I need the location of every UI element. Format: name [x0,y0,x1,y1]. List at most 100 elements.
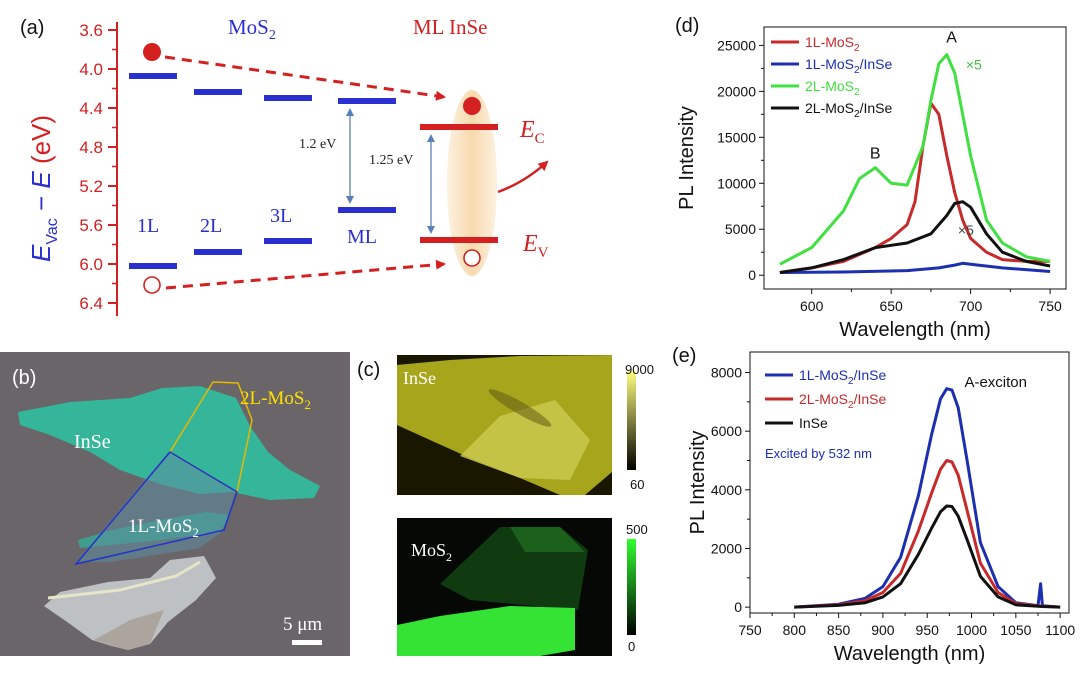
inse-map-dark-spot [488,389,552,427]
panel-b-label: (b) [12,367,36,389]
inse-map-label: InSe [403,368,436,388]
band-vb-3l [264,238,312,244]
band-cb-2l [194,89,242,95]
y-tick-label: 10000 [717,175,756,191]
a-tick-label: 3.6 [79,21,103,40]
hole-mos2 [143,276,161,294]
annotation-a-exciton: A-exciton [964,374,1027,391]
x-tick-label: 1000 [956,622,987,638]
plot-frame [749,351,1070,614]
band-cb-ml [338,98,396,104]
x-tick-label: 750 [1038,298,1062,314]
series-line-1l-mos2-inse [794,387,1061,609]
x-axis-label: Wavelength (nm) [839,319,991,341]
x-tick-label: 600 [800,298,824,314]
mos2-map-1l [510,527,585,552]
inse-ec-band [420,124,498,130]
x-tick-label: 950 [916,622,940,638]
annotation-x5-green: ×5 [966,56,982,72]
legend-label: InSe [799,415,828,431]
inse-map-bright [460,400,590,480]
electron-inse [463,97,481,115]
annotation-b: B [870,145,881,162]
panel-c-label: (c) [357,359,380,381]
legend-label: 2L-MoS2 [805,78,860,98]
bottom-flake-shade [94,610,164,650]
x-tick-label: 800 [783,622,807,638]
y-tick-label: 25000 [717,37,756,53]
ev-label: EV [522,231,549,261]
label-2l-mos2: 2L-MoS2 [240,388,311,412]
panel-d: (d) 600 650 700 750 0 5000 10000 15000 20000 2500… [675,15,1067,341]
scale-bar [292,640,322,645]
inse-colorbar-min: 60 [630,477,644,492]
label-1l-mos2: 1L-MoS2 [128,516,199,540]
gap-label-mos2: 1.2 eV [299,137,336,152]
y-tick-label: 5000 [725,221,756,237]
scale-bar-label: 5 μm [283,614,322,635]
panel-a-ylabel: EVac − E (eV) [26,115,61,262]
series-line-2l-mos2 [779,53,1051,266]
panel-a-label: (a) [20,17,44,39]
panel-e: (e) 750 800 850 900 950 1000 1050 1100 0 2000 4000… [672,345,1075,665]
x-tick-label: 1050 [1000,622,1031,638]
band-vb-1l [129,263,177,269]
legend-label: 2L-MoS2/InSe [799,391,886,411]
band-vb-2l [194,249,242,255]
annotation-a: A [946,30,957,47]
x-tick-label: 900 [871,622,895,638]
hole-inse [463,249,481,267]
series-line-2l-mos2-inse [779,200,1051,274]
y-tick-label: 8000 [711,365,742,381]
plot-frame [763,26,1067,290]
panel-a-ticks: 3.6 4.0 4.4 4.8 5.2 5.6 6.0 6.4 [79,21,117,313]
a-tick-label: 4.0 [79,60,103,79]
panel-c: (c) InSe 9000 60 MoS2 500 0 [357,355,654,656]
bottom-flake-edge [47,560,201,600]
mos2-1l-region [76,452,236,562]
mos2-map-label: MoS2 [411,540,452,564]
x-tick-label: 1100 [1045,622,1075,638]
band-cb-3l [264,95,312,101]
panel-e-label: (e) [672,345,696,367]
electron-transfer-arrow [164,55,446,101]
series-line-2l-mos2-inse [794,459,1061,609]
y-tick-label: 4000 [711,482,742,498]
y-tick-label: 0 [734,599,742,615]
band-cb-1l [129,73,177,79]
hole-transfer-arrow [165,259,446,290]
x-tick-label: 650 [879,298,903,314]
x-tick-label: 850 [827,622,851,638]
legend-label: 1L-MoS2/InSe [799,367,886,387]
panel-b: (b) InSe 2L-MoS2 1L-MoS2 5 μm [0,352,350,656]
outline-1l-mos2 [73,451,238,566]
chart-e: 750 800 850 900 950 1000 1050 1100 0 2000 4000 6000… [687,351,1075,665]
electron-mos2 [143,43,161,61]
y-tick-label: 0 [748,267,756,283]
layer-label-3l: 3L [270,205,292,227]
inse-colorbar [627,371,636,470]
y-tick-label: 20000 [717,83,756,99]
series-line-inse [794,504,1061,609]
a-tick-label: 6.0 [79,255,103,274]
chart-d: 600 650 700 750 0 5000 10000 15000 20000 25000 Wav… [676,26,1067,341]
y-axis-label: PL Intensity [676,106,698,210]
mos2-colorbar [627,539,636,635]
label-inse: InSe [74,431,111,453]
y-tick-label: 6000 [711,423,742,439]
emission-arrow [497,160,549,194]
legend-label: 2L-MoS2/InSe [805,100,892,120]
y-axis-label: PL Intensity [687,431,709,535]
a-tick-label: 4.8 [79,138,103,157]
x-axis-label: Wavelength (nm) [834,643,986,665]
inse-glow [447,90,497,276]
ec-label: EC [519,117,545,147]
outline-2l-mos2 [168,381,253,494]
mos2-colorbar-min: 0 [628,639,635,654]
x-tick-label: 700 [959,298,983,314]
header-mos2: MoS2 [228,15,276,43]
annotation-x5-black: ×5 [958,222,974,238]
legend-label: 1L-MoS2 [805,34,860,54]
band-vb-ml [338,207,396,213]
